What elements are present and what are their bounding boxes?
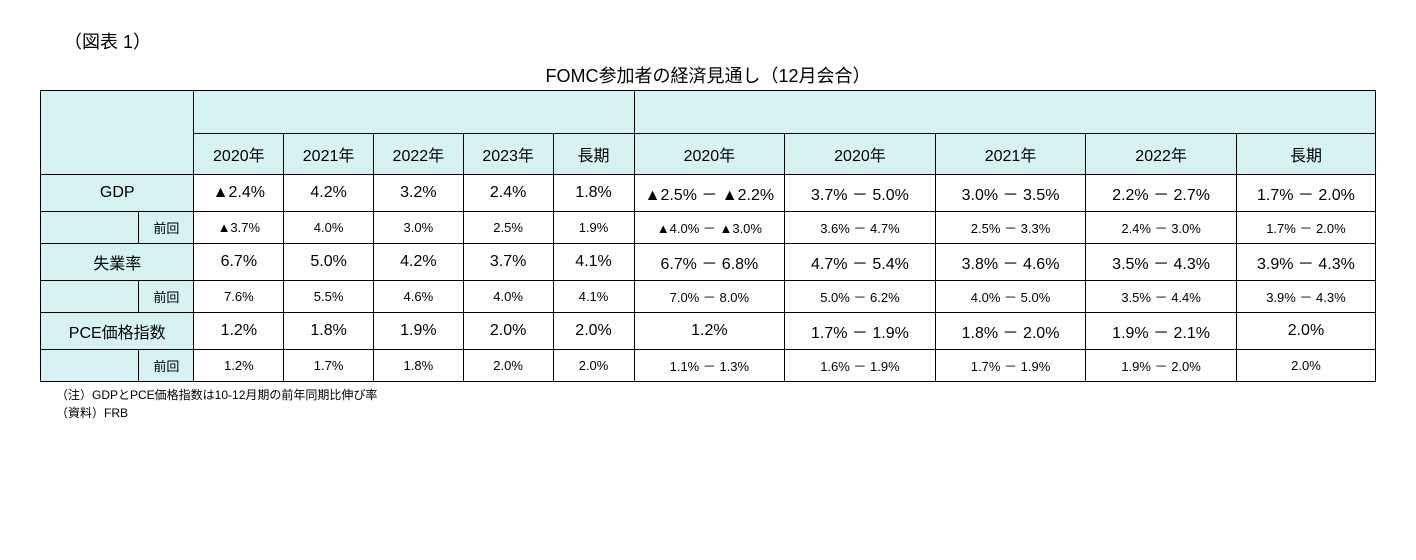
cell-main: 3.0% － 3.5%	[935, 175, 1086, 212]
cell-prev: 2.0%	[463, 350, 553, 382]
row-label-blank	[41, 281, 139, 313]
cell-main: 6.7%	[194, 244, 284, 281]
cell-main: 1.8%	[553, 175, 634, 212]
footnote-line: （注）GDPとPCE価格指数は10-12月期の前年同期比伸び率	[56, 386, 1376, 404]
cell-prev: 1.6% － 1.9%	[785, 350, 936, 382]
cell-main: 1.2%	[634, 313, 785, 350]
cell-main: 2.0%	[553, 313, 634, 350]
cell-prev: 4.0%	[284, 212, 374, 244]
cell-main: 2.0%	[1236, 313, 1375, 350]
cell-main: 3.7% － 5.0%	[785, 175, 936, 212]
cell-prev: 2.0%	[1236, 350, 1375, 382]
col-header: 2021年	[284, 134, 374, 175]
footnotes: （注）GDPとPCE価格指数は10-12月期の前年同期比伸び率 （資料）FRB	[56, 386, 1376, 422]
row-label: PCE価格指数	[41, 313, 194, 350]
cell-prev: 5.0% － 6.2%	[785, 281, 936, 313]
col-header: 2020年	[634, 134, 785, 175]
cell-prev: 1.9%	[553, 212, 634, 244]
col-header: 長期	[553, 134, 634, 175]
cell-main: 2.4%	[463, 175, 553, 212]
cell-prev: 4.6%	[373, 281, 463, 313]
cell-main: 1.8% － 2.0%	[935, 313, 1086, 350]
cell-prev: ▲4.0% － ▲3.0%	[634, 212, 785, 244]
row-label-blank	[41, 212, 139, 244]
cell-prev: ▲3.7%	[194, 212, 284, 244]
cell-prev: 1.9% － 2.0%	[1086, 350, 1237, 382]
cell-main: 4.7% － 5.4%	[785, 244, 936, 281]
cell-prev: 2.4% － 3.0%	[1086, 212, 1237, 244]
cell-main: 3.5% － 4.3%	[1086, 244, 1237, 281]
cell-main: 5.0%	[284, 244, 374, 281]
cell-prev: 7.0% － 8.0%	[634, 281, 785, 313]
prev-label: 前回	[139, 212, 194, 244]
col-header: 2022年	[373, 134, 463, 175]
col-header: 2022年	[1086, 134, 1237, 175]
col-header: 2021年	[935, 134, 1086, 175]
figure-label: （図表 1）	[64, 28, 1376, 54]
cell-main: 4.1%	[553, 244, 634, 281]
cell-main: 2.0%	[463, 313, 553, 350]
cell-prev: 2.0%	[553, 350, 634, 382]
cell-prev: 7.6%	[194, 281, 284, 313]
cell-main: 1.8%	[284, 313, 374, 350]
cell-prev: 4.0%	[463, 281, 553, 313]
cell-main: 4.2%	[284, 175, 374, 212]
cell-prev: 5.5%	[284, 281, 374, 313]
cell-main: 1.7% － 2.0%	[1236, 175, 1375, 212]
cell-prev: 4.1%	[553, 281, 634, 313]
row-label: GDP	[41, 175, 194, 212]
cell-prev: 1.1% － 1.3%	[634, 350, 785, 382]
header-blank	[41, 91, 194, 175]
prev-label: 前回	[139, 350, 194, 382]
header-group-left	[194, 91, 634, 134]
cell-main: 1.2%	[194, 313, 284, 350]
col-header: 2023年	[463, 134, 553, 175]
cell-prev: 2.5% － 3.3%	[935, 212, 1086, 244]
row-label: 失業率	[41, 244, 194, 281]
cell-prev: 1.8%	[373, 350, 463, 382]
cell-prev: 2.5%	[463, 212, 553, 244]
cell-main: 2.2% － 2.7%	[1086, 175, 1237, 212]
col-header: 2020年	[194, 134, 284, 175]
cell-main: 1.9% － 2.1%	[1086, 313, 1237, 350]
cell-main: 3.2%	[373, 175, 463, 212]
fomc-projections-table: 2020年 2021年 2022年 2023年 長期 2020年 2020年 2…	[40, 90, 1376, 382]
cell-main: 4.2%	[373, 244, 463, 281]
prev-label: 前回	[139, 281, 194, 313]
cell-prev: 3.6% － 4.7%	[785, 212, 936, 244]
cell-prev: 1.7% － 1.9%	[935, 350, 1086, 382]
col-header: 2020年	[785, 134, 936, 175]
cell-prev: 3.9% － 4.3%	[1236, 281, 1375, 313]
cell-prev: 1.7% － 2.0%	[1236, 212, 1375, 244]
cell-main: 3.9% － 4.3%	[1236, 244, 1375, 281]
cell-prev: 4.0% － 5.0%	[935, 281, 1086, 313]
cell-main: ▲2.5% － ▲2.2%	[634, 175, 785, 212]
cell-main: 3.8% － 4.6%	[935, 244, 1086, 281]
cell-main: ▲2.4%	[194, 175, 284, 212]
cell-prev: 3.0%	[373, 212, 463, 244]
cell-main: 1.7% － 1.9%	[785, 313, 936, 350]
col-header: 長期	[1236, 134, 1375, 175]
cell-prev: 1.2%	[194, 350, 284, 382]
cell-main: 1.9%	[373, 313, 463, 350]
cell-prev: 1.7%	[284, 350, 374, 382]
cell-main: 6.7% － 6.8%	[634, 244, 785, 281]
cell-main: 3.7%	[463, 244, 553, 281]
cell-prev: 3.5% － 4.4%	[1086, 281, 1237, 313]
table-title: FOMC参加者の経済見通し（12月会合）	[40, 62, 1376, 88]
header-group-right	[634, 91, 1375, 134]
footnote-line: （資料）FRB	[56, 404, 1376, 422]
row-label-blank	[41, 350, 139, 382]
